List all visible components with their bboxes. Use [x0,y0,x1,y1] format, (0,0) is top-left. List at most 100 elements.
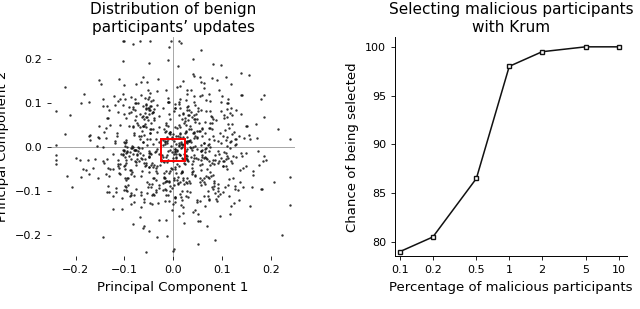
Point [170,183,180,188]
Point [177,168,187,173]
Point [181,122,191,127]
Point [113,157,123,162]
Point [200,204,210,209]
Point [195,94,205,99]
Point [144,150,154,155]
Point [98,158,108,163]
Point [132,156,143,161]
Point [136,145,147,150]
Point [146,98,156,103]
Point [172,126,182,131]
Point [152,163,162,168]
Point [129,222,139,226]
Point [208,134,218,139]
Point [189,134,200,139]
Point [182,141,192,146]
Point [161,179,172,184]
Point [218,164,228,169]
Point [198,175,209,180]
Point [77,167,88,172]
Point [191,135,202,140]
Point [147,152,157,157]
Point [233,187,243,192]
Point [140,133,150,138]
Point [182,188,192,193]
Point [147,193,157,198]
Point [98,235,108,239]
Point [131,147,141,152]
Point [161,178,171,183]
Point [51,108,61,113]
Point [111,190,122,195]
Point [208,117,218,122]
Point [109,94,119,99]
Point [177,198,188,203]
Point [128,123,138,128]
Point [125,149,135,154]
Point [175,83,185,88]
Point [204,189,214,194]
Point [129,193,140,198]
Point [182,88,193,93]
Point [62,174,72,179]
Point [104,189,115,194]
Point [221,75,232,80]
Point [164,130,174,135]
Point [83,157,93,162]
Point [200,155,211,160]
Point [185,124,195,129]
Point [236,93,246,98]
Point [174,122,184,127]
Point [164,44,174,49]
Point [102,116,112,121]
Point [170,247,180,252]
Point [208,187,218,192]
Point [136,156,146,161]
Point [186,110,196,115]
Point [237,92,248,97]
Point [188,162,198,167]
Point [120,97,131,102]
Point [136,79,146,84]
Point [128,107,138,112]
Point [146,104,156,108]
Point [108,193,118,198]
Point [104,167,115,172]
Point [119,39,129,44]
Point [115,96,125,101]
Point [51,153,61,158]
Point [215,131,225,136]
X-axis label: Percentage of malicious participants: Percentage of malicious participants [389,281,633,294]
Point [170,195,180,200]
Point [190,103,200,108]
Point [138,103,148,108]
Point [189,143,200,148]
Point [200,85,210,90]
Bar [161,139,186,161]
Point [126,167,136,172]
Point [173,144,184,149]
Point [131,159,141,164]
Point [204,159,214,164]
Point [144,155,154,160]
Point [108,167,118,171]
Point [93,123,104,128]
Point [145,91,156,95]
Point [191,128,202,133]
Point [166,39,176,44]
Point [189,153,199,158]
Point [225,82,236,87]
Point [216,109,227,114]
Point [223,121,234,126]
Point [191,134,202,139]
Point [162,233,172,238]
Point [182,139,193,144]
Point [114,77,124,82]
Point [179,177,189,182]
Point [181,153,191,158]
Point [179,181,189,186]
Point [121,187,131,192]
Point [198,180,209,185]
Point [98,96,108,101]
Point [128,125,138,130]
